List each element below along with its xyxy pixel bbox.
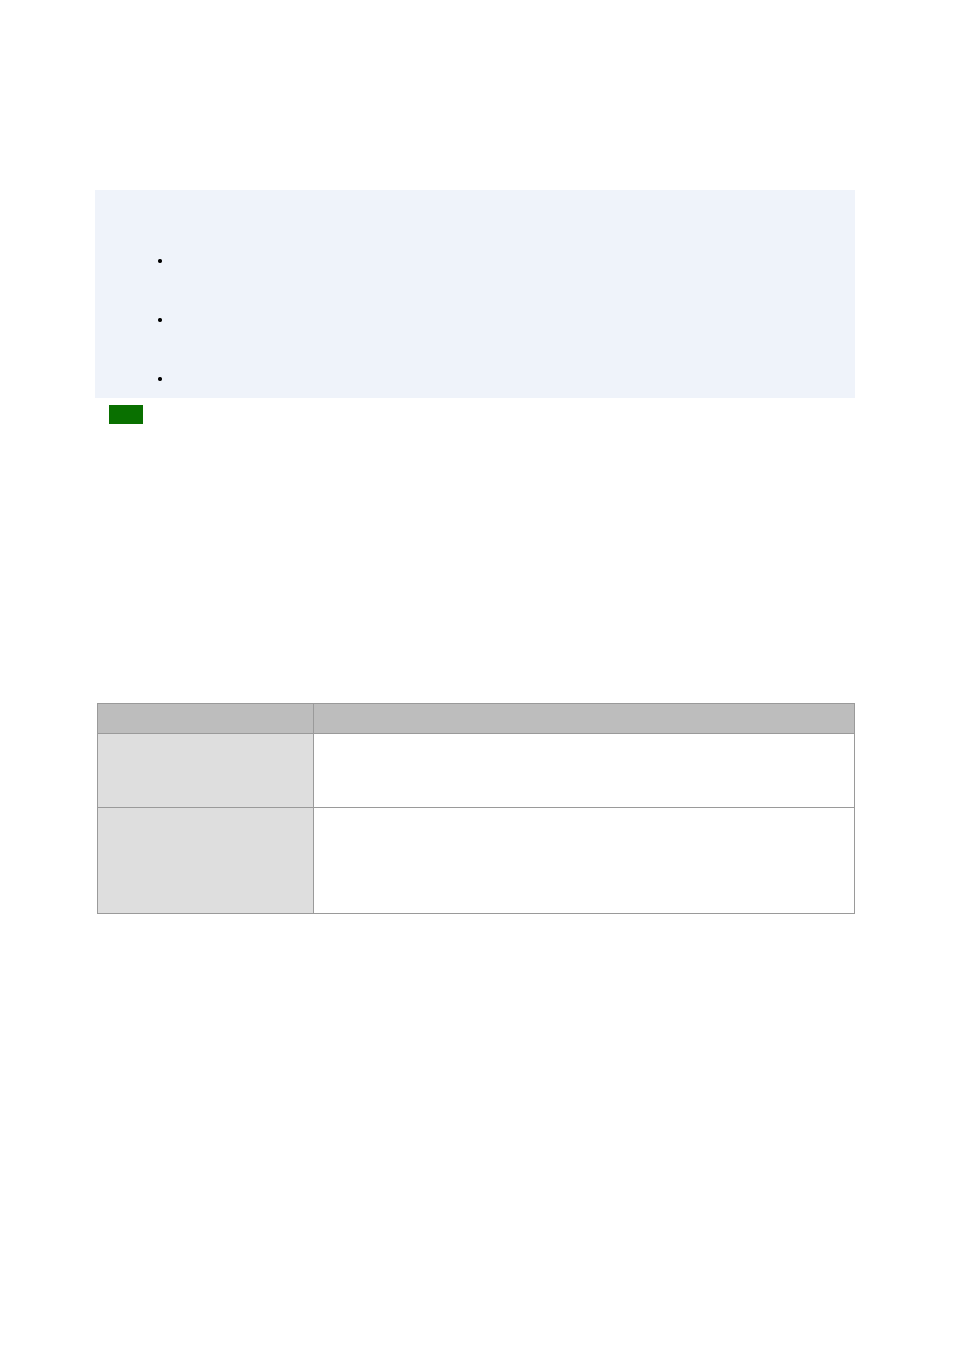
callout-item — [173, 311, 855, 328]
callout-item — [173, 252, 855, 269]
info-callout — [95, 190, 855, 398]
callout-item — [173, 370, 855, 387]
table-cell-value — [314, 734, 855, 808]
callout-list — [173, 252, 855, 386]
table-cell-key — [98, 808, 314, 914]
table-row — [98, 808, 855, 914]
table-cell-value — [314, 808, 855, 914]
green-marker — [109, 405, 143, 424]
document-page — [0, 0, 954, 1350]
table-row — [98, 734, 855, 808]
table-header-row — [98, 704, 855, 734]
info-table — [97, 703, 855, 914]
table-header-key — [98, 704, 314, 734]
table-cell-key — [98, 734, 314, 808]
table-header-value — [314, 704, 855, 734]
